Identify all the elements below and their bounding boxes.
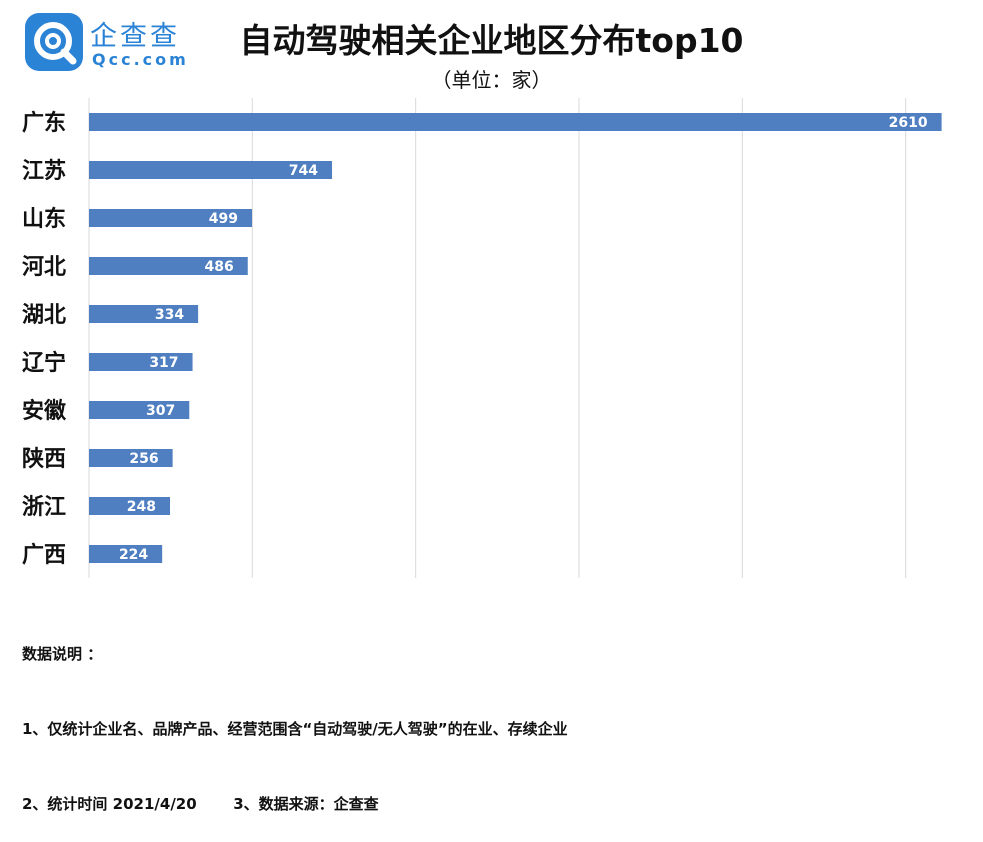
brand-name-cn: 企查查 [90,21,180,52]
data-notes: 数据说明 ： 1、仅统计企业名、品牌产品、经营范围含“自动驾驶/无人驾驶”的在业… [22,592,568,842]
notes-heading: 数据说明 ： [22,645,103,663]
data-label: 307 [146,403,175,419]
data-label: 744 [289,163,318,179]
data-label: 317 [149,355,178,371]
category-label: 山东 [22,206,66,232]
category-label: 湖北 [22,303,66,328]
category-label: 河北 [22,255,66,280]
bar [89,497,171,515]
bar [89,113,942,131]
bar [89,401,190,419]
bar [89,209,253,227]
data-label: 256 [129,451,158,467]
category-label: 陕西 [22,447,66,472]
notes-line-1: 1、仅统计企业名、品牌产品、经营范围含“自动驾驶/无人驾驶”的在业、存续企业 [22,720,568,738]
chart-unit: （单位：家） [431,68,552,92]
bar [89,257,248,275]
bar [89,305,199,323]
bar [89,449,173,467]
data-label: 224 [119,547,148,563]
category-label: 广西 [22,542,66,568]
data-label: 499 [209,211,238,227]
data-label: 486 [205,259,234,275]
notes-line-2: 2、统计时间 2021/4/20 3、数据来源：企查查 [22,795,379,813]
brand-name-en: Qcc.com [92,50,189,69]
data-label: 2610 [889,115,928,131]
bar [89,353,193,371]
data-label: 248 [127,499,156,515]
category-label: 江苏 [22,158,66,184]
bar [89,545,163,563]
brand-logo: 企查查 Qcc.com [24,12,194,72]
category-label: 浙江 [22,495,66,520]
bar [89,161,333,179]
category-label: 辽宁 [22,350,66,376]
chart-title: 自动驾驶相关企业地区分布top10 [239,21,744,60]
qcc-logo-icon [25,13,83,71]
category-label: 广东 [22,110,66,136]
category-label: 安徽 [22,398,67,424]
bar-chart: 广东 2610 江苏 744 山东 499 河北 486 湖北 334 辽宁 317 安徽 307 陕西 25… [22,98,942,578]
data-label: 334 [155,307,184,323]
